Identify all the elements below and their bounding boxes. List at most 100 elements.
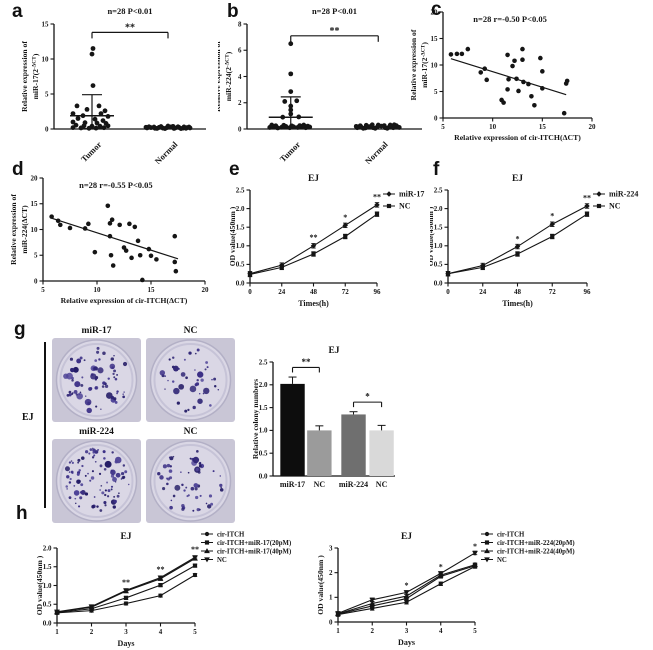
svg-text:0.5: 0.5 <box>434 261 443 269</box>
svg-text:miR-224: miR-224 <box>609 190 638 199</box>
svg-text:10: 10 <box>42 55 50 63</box>
svg-text:48: 48 <box>514 288 522 296</box>
svg-text:OD value(450nm ): OD value(450nm ) <box>430 206 435 266</box>
svg-text:miR-17: miR-17 <box>399 190 424 199</box>
svg-text:Relative expression of cir-ITC: Relative expression of cir-ITCH(ΔCT) <box>454 133 581 142</box>
svg-text:10: 10 <box>31 226 39 234</box>
svg-text:EJ: EJ <box>328 346 339 356</box>
svg-text:96: 96 <box>374 288 382 296</box>
svg-text:20: 20 <box>202 286 210 294</box>
svg-text:4: 4 <box>238 73 242 81</box>
svg-text:20: 20 <box>31 174 39 182</box>
svg-text:NC: NC <box>314 480 326 489</box>
panel-label-f: f <box>433 159 440 180</box>
svg-text:*: * <box>365 392 370 402</box>
svg-text:72: 72 <box>342 288 350 296</box>
svg-text:1.0: 1.0 <box>43 582 52 590</box>
svg-text:Tumor: Tumor <box>278 139 303 164</box>
svg-text:2: 2 <box>238 99 242 107</box>
panel-label-d: d <box>12 159 24 180</box>
svg-text:72: 72 <box>549 288 557 296</box>
svg-text:24: 24 <box>479 288 487 296</box>
ej-group-bracket-line <box>44 342 46 508</box>
svg-text:miR-17: miR-17 <box>280 480 305 489</box>
svg-text:n=28 P<0.01: n=28 P<0.01 <box>312 6 357 16</box>
svg-text:3: 3 <box>124 628 128 636</box>
svg-text:**: ** <box>301 357 311 367</box>
svg-text:10: 10 <box>94 286 102 294</box>
svg-text:2: 2 <box>329 569 333 577</box>
svg-text:**: ** <box>122 578 130 587</box>
svg-text:2.5: 2.5 <box>259 358 268 366</box>
svg-text:Relative expression of: Relative expression of <box>218 41 222 112</box>
chart-ej-growth-mir17: 0.0 0.5 1.0 1.5 2.0 2.5 OD value(450nm ) EJ 0 24 4… <box>228 166 432 318</box>
panel-label-b: b <box>227 1 239 22</box>
svg-text:cir-ITCH+miR-224(20pM): cir-ITCH+miR-224(20pM) <box>497 540 575 547</box>
svg-text:Normal: Normal <box>153 139 180 164</box>
well-label-mir224: miR-224 <box>79 427 114 437</box>
chart-ej-rescue-mir17: 0.0 0.5 1.0 1.5 2.0 OD value(450nm ) EJ 1 2 3 4 5 Da… <box>20 510 320 649</box>
svg-text:0: 0 <box>329 618 333 626</box>
svg-text:**: ** <box>583 193 591 202</box>
svg-text:24: 24 <box>278 288 286 296</box>
svg-text:**: ** <box>125 22 135 33</box>
svg-text:4: 4 <box>159 628 163 636</box>
svg-text:5: 5 <box>41 286 45 294</box>
svg-text:EJ: EJ <box>401 532 412 542</box>
svg-text:EJ: EJ <box>120 532 131 542</box>
svg-text:EJ: EJ <box>512 174 523 184</box>
svg-text:0.5: 0.5 <box>259 450 268 458</box>
svg-text:Relative expression of cir-ITC: Relative expression of cir-ITCH(ΔCT) <box>61 296 188 305</box>
svg-text:5: 5 <box>193 628 197 636</box>
chart-relative-colony-numbers: 0.0 0.5 1.0 1.5 2.0 2.5 Relative colony number… <box>240 336 410 496</box>
svg-text:2: 2 <box>371 627 375 635</box>
svg-text:0: 0 <box>238 125 242 133</box>
svg-text:cir-ITCH+miR-224(40pM): cir-ITCH+miR-224(40pM) <box>497 549 575 556</box>
svg-text:OD value(450nm ): OD value(450nm ) <box>35 555 44 615</box>
well-label-nc1: NC <box>183 326 198 336</box>
svg-text:0.0: 0.0 <box>43 619 52 627</box>
svg-text:NC: NC <box>376 480 388 489</box>
colony-plate-image-mir17 <box>52 338 141 422</box>
svg-text:1.0: 1.0 <box>236 242 245 250</box>
svg-text:1: 1 <box>55 628 59 636</box>
svg-text:miR-224(ΔCT): miR-224(ΔCT) <box>20 205 29 254</box>
svg-text:0.5: 0.5 <box>236 261 245 269</box>
svg-text:Days: Days <box>118 639 135 648</box>
svg-text:NC: NC <box>217 557 227 564</box>
svg-text:OD value(450nm ): OD value(450nm ) <box>318 555 325 615</box>
svg-text:15: 15 <box>42 20 50 28</box>
svg-text:15: 15 <box>31 200 39 208</box>
svg-text:*: * <box>343 213 347 222</box>
svg-text:0: 0 <box>248 288 252 296</box>
svg-text:Times(h): Times(h) <box>298 299 329 308</box>
svg-text:miR-17(2-ΔCT): miR-17(2-ΔCT) <box>31 53 40 99</box>
svg-text:OD value(450nm ): OD value(450nm ) <box>228 206 237 266</box>
svg-text:NC: NC <box>609 202 621 211</box>
chart-mir224-tumor-normal-dotplot: 0 2 4 6 8 Relative expression of miR-224(2-ΔCT… <box>218 2 428 164</box>
svg-text:1: 1 <box>336 627 340 635</box>
chart-mir17-tumor-normal-dotplot: 0 5 10 15 Relative expression of miR-17(2-ΔCT… <box>8 2 218 164</box>
svg-text:2: 2 <box>90 628 94 636</box>
svg-text:5: 5 <box>441 123 445 131</box>
svg-text:**: ** <box>330 26 340 37</box>
svg-text:15: 15 <box>431 35 439 43</box>
svg-text:*: * <box>439 563 443 572</box>
svg-text:n=28 P<0.01: n=28 P<0.01 <box>107 6 152 16</box>
svg-text:EJ: EJ <box>308 174 319 184</box>
well-label-nc2: NC <box>183 427 198 437</box>
svg-text:*: * <box>516 234 520 243</box>
svg-text:0: 0 <box>446 288 450 296</box>
panel-label-h: h <box>16 503 28 524</box>
panel-label-g: g <box>14 319 26 340</box>
svg-text:10: 10 <box>489 123 497 131</box>
svg-text:Normal: Normal <box>363 139 390 164</box>
chart-mir17-citch-correlation: 0 5 10 15 20 Relative expression of miR-17(2-Δ… <box>400 0 653 158</box>
svg-text:4: 4 <box>439 627 443 635</box>
svg-text:Relative expression of: Relative expression of <box>409 29 418 100</box>
svg-text:NC: NC <box>399 202 411 211</box>
svg-text:15: 15 <box>148 286 156 294</box>
svg-text:NC: NC <box>497 557 507 564</box>
svg-text:1.0: 1.0 <box>434 242 443 250</box>
